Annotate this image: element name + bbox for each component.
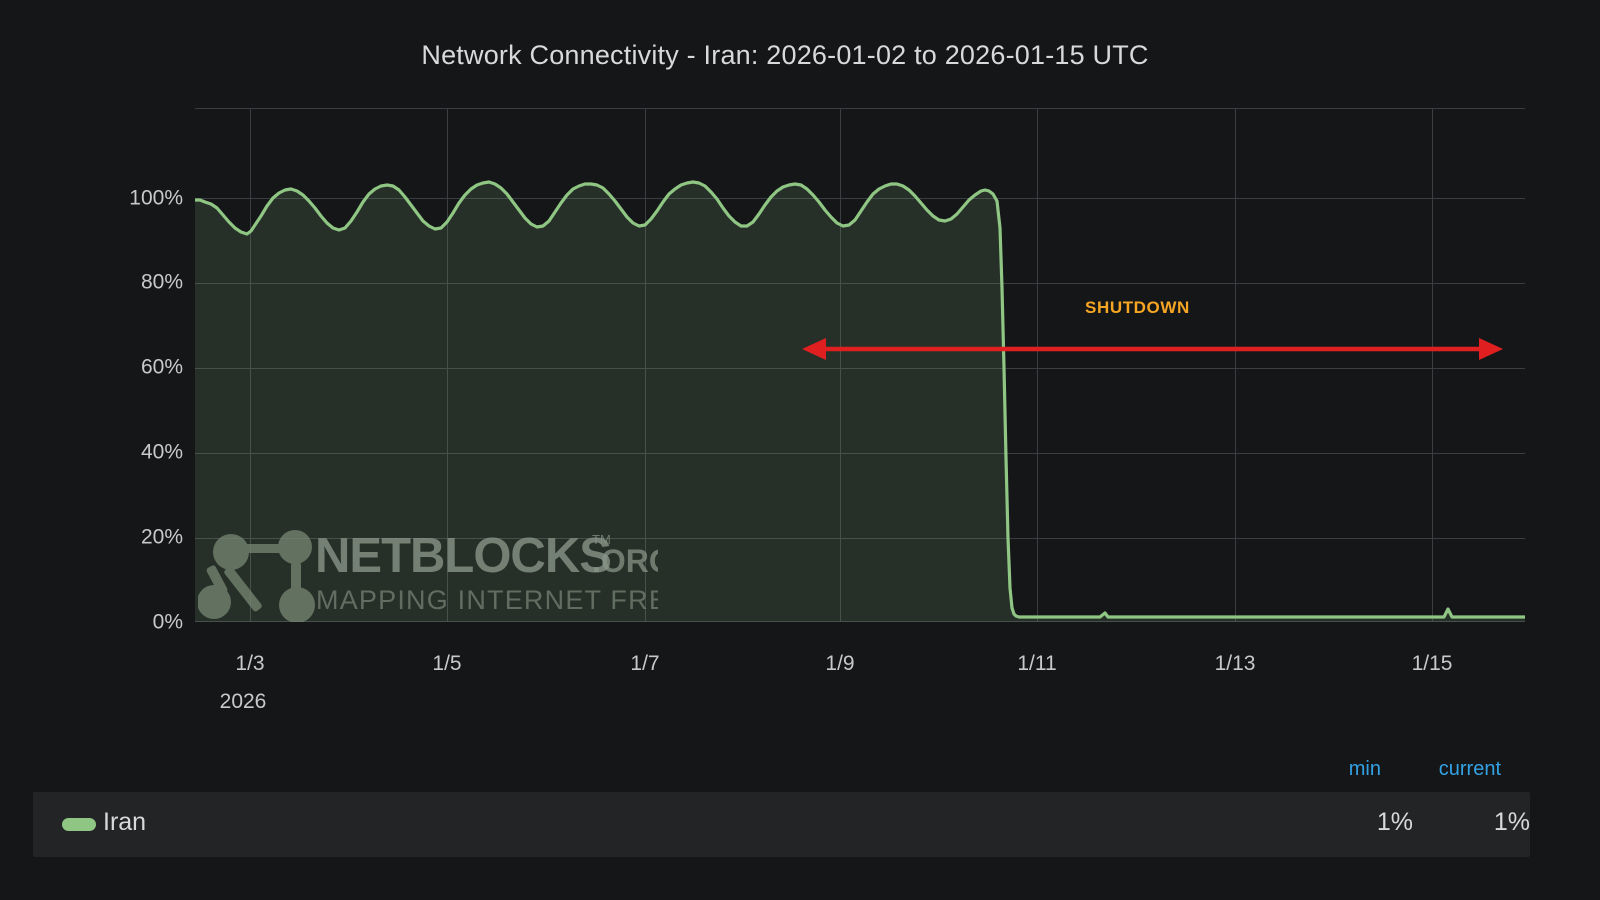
- shutdown-span-arrow: [802, 338, 1503, 360]
- legend-row-iran[interactable]: Iran 1% 1%: [33, 792, 1530, 857]
- x-tick-1-13: 1/13: [1214, 652, 1256, 675]
- y-tick-60: 60%: [140, 355, 183, 379]
- legend-color-swatch-icon[interactable]: [62, 818, 96, 831]
- x-tick-1-15: 1/15: [1411, 652, 1453, 675]
- y-tick-0: 0%: [152, 610, 183, 634]
- arrowhead-right: [1479, 338, 1503, 360]
- x-tick-1-5: 1/5: [432, 652, 462, 675]
- plot-area: [195, 108, 1525, 622]
- horizontal-gridlines: [195, 108, 1525, 622]
- legend-column-min: min: [1348, 758, 1381, 780]
- x-tick-1-7: 1/7: [630, 652, 660, 675]
- legend-value-min: 1%: [1376, 808, 1413, 836]
- y-tick-80: 80%: [140, 270, 183, 294]
- legend-value-current: 1%: [1493, 808, 1530, 836]
- y-tick-100: 100%: [129, 186, 183, 210]
- legend-column-current: current: [1438, 758, 1501, 780]
- x-tick-1-3: 1/3: [235, 652, 265, 675]
- y-axis: Connectivity (normalized) 100% 80% 60% 4…: [0, 108, 195, 633]
- x-tick-1-9: 1/9: [825, 652, 855, 675]
- connectivity-plot: [195, 108, 1525, 622]
- legend-header: min current: [0, 758, 1531, 786]
- shutdown-label: SHUTDOWN: [1085, 298, 1190, 317]
- x-axis-year-label: 2026: [219, 690, 267, 713]
- legend-series-name[interactable]: Iran: [103, 808, 147, 836]
- arrowhead-left: [802, 338, 826, 360]
- y-tick-40: 40%: [140, 440, 183, 464]
- series-area-iran: [195, 182, 1525, 622]
- series-line-iran: [195, 180, 1525, 619]
- x-axis: 1/3 1/5 1/7 1/9 1/11 1/13 1/15 2026: [195, 622, 1525, 732]
- vertical-gridlines: [250, 108, 1433, 622]
- y-tick-20: 20%: [140, 525, 183, 549]
- chart-title: Network Connectivity - Iran: 2026-01-02 …: [421, 40, 1149, 70]
- x-tick-1-11: 1/11: [1017, 652, 1057, 675]
